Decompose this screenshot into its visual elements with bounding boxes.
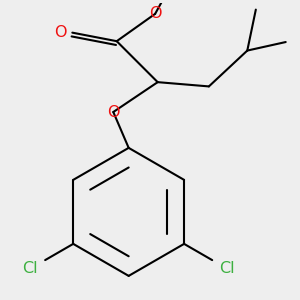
Text: O: O [149,6,161,21]
Text: Cl: Cl [219,261,235,276]
Text: Cl: Cl [22,261,38,276]
Text: O: O [54,25,67,40]
Text: O: O [107,104,120,119]
